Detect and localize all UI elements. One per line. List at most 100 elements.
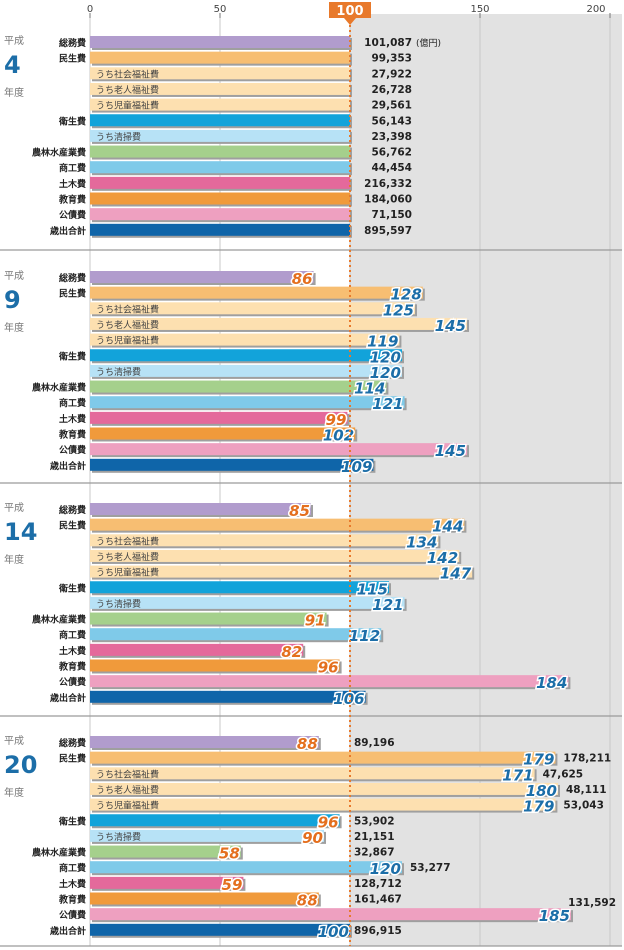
bar — [90, 192, 350, 205]
amount-value: 32,867 — [354, 847, 395, 859]
category-label: 教育費 — [58, 894, 86, 906]
index-value: 119 — [367, 333, 398, 351]
category-label: 総務費 — [59, 272, 86, 284]
category-label: 公債費 — [59, 444, 86, 456]
category-label: 農林水産業費 — [32, 847, 86, 859]
bar — [90, 349, 402, 362]
category-label: 商工費 — [59, 862, 86, 874]
category-label: 農林水産業費 — [32, 614, 86, 626]
bar — [90, 892, 319, 905]
amount-value: 53,277 — [410, 862, 451, 874]
index-value: 121 — [372, 596, 403, 614]
amount-value: 26,728 — [371, 84, 412, 96]
index-value: 179 — [523, 798, 554, 816]
amount-value: 56,762 — [371, 147, 412, 159]
year-number: 20 — [4, 751, 37, 779]
category-label: 農林水産業費 — [32, 147, 86, 159]
category-label: 商工費 — [59, 162, 86, 174]
amount-value: 184,060 — [364, 194, 412, 206]
bar — [90, 643, 304, 656]
bar — [90, 736, 319, 748]
index-value: 85 — [289, 502, 310, 520]
bar — [90, 458, 374, 471]
index-value: 58 — [219, 845, 240, 863]
category-label: 教育費 — [58, 429, 86, 441]
bar — [90, 581, 389, 594]
amount-value: 89,196 — [354, 737, 395, 749]
amount-value: 27,922 — [371, 68, 412, 80]
index-value: 128 — [390, 286, 421, 304]
amount-value: 161,467 — [354, 894, 402, 906]
year-suffix: 年度 — [4, 321, 24, 334]
bar — [90, 114, 350, 127]
category-label: 衛生費 — [58, 115, 86, 127]
bar — [90, 36, 350, 48]
index-value: 91 — [305, 612, 326, 630]
bar — [90, 364, 402, 377]
index-value: 100 — [318, 923, 349, 941]
amount-value: 56,143 — [371, 115, 412, 127]
bar — [90, 176, 350, 189]
index-value: 88 — [297, 735, 318, 753]
bar — [90, 565, 473, 578]
category-label: 衛生費 — [58, 350, 86, 362]
category-label-overlay: うち清掃費 — [96, 366, 141, 378]
amount-value: 21,151 — [354, 831, 395, 843]
bar — [90, 427, 356, 440]
x-tick-label: 0 — [87, 4, 93, 15]
category-label: 総務費 — [59, 737, 86, 749]
x-tick-label: 150 — [470, 4, 489, 15]
bar — [90, 223, 350, 236]
era-label: 平成 — [4, 735, 24, 747]
bar — [90, 908, 571, 921]
category-label: 歳出合計 — [49, 460, 86, 472]
bar — [90, 861, 402, 874]
bar — [90, 396, 405, 409]
index-value: 184 — [536, 674, 567, 692]
amount-value: 23,398 — [371, 131, 412, 143]
index-value: 120 — [370, 860, 401, 878]
bar — [90, 317, 467, 330]
category-label: 公債費 — [59, 676, 86, 688]
index-value: 120 — [370, 348, 401, 366]
reference-flag-pointer — [344, 18, 356, 25]
bar — [90, 675, 569, 688]
category-label: 総務費 — [59, 37, 86, 49]
index-value: 106 — [333, 690, 364, 708]
index-value: 120 — [370, 364, 401, 382]
bar — [90, 612, 327, 625]
category-label: 総務費 — [59, 504, 86, 516]
year-suffix: 年度 — [4, 86, 24, 99]
amount-value: 53,043 — [563, 800, 604, 812]
index-value: 109 — [341, 458, 372, 476]
index-value: 96 — [318, 813, 339, 831]
category-label: 教育費 — [58, 194, 86, 206]
year-number: 4 — [4, 51, 21, 79]
bar — [90, 333, 400, 346]
category-label: 農林水産業費 — [32, 382, 86, 394]
year-suffix: 年度 — [4, 553, 24, 566]
category-label: 土木費 — [59, 178, 86, 190]
category-label: 歳出合計 — [49, 692, 86, 704]
unit-label: (億円) — [416, 37, 441, 49]
amount-value: 216,332 — [364, 178, 412, 190]
index-value: 112 — [349, 627, 380, 645]
amount-value: 47,625 — [543, 768, 584, 780]
category-label: 民生費 — [59, 520, 86, 532]
bar — [90, 503, 311, 515]
amount-value: 71,150 — [371, 209, 412, 221]
category-label: 土木費 — [59, 413, 86, 425]
bar — [90, 302, 415, 315]
amount-value: 99,353 — [371, 53, 412, 65]
bar — [90, 208, 350, 221]
index-value: 102 — [323, 427, 354, 445]
bar — [90, 411, 348, 424]
index-value: 115 — [357, 580, 388, 598]
index-value: 145 — [435, 317, 466, 335]
category-label: 土木費 — [59, 645, 86, 657]
bar — [90, 876, 244, 889]
index-value: 90 — [302, 829, 323, 847]
bar — [90, 549, 460, 562]
bar — [90, 443, 467, 456]
